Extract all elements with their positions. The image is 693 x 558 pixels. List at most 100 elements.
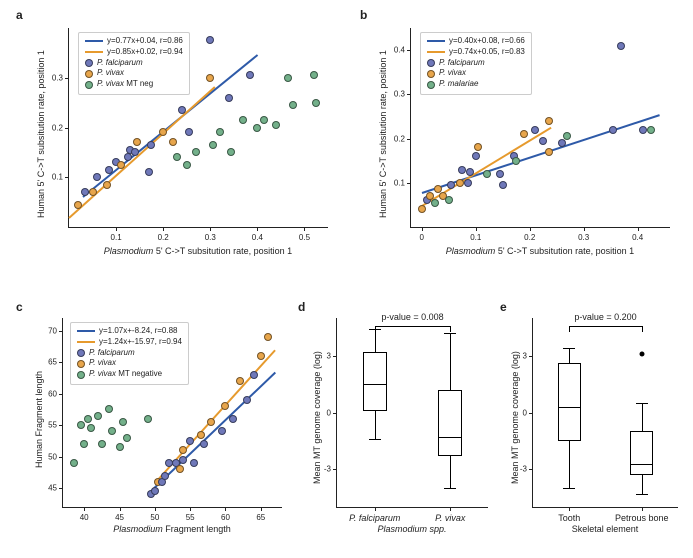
scatter-point: [531, 126, 539, 134]
scatter-point: [221, 402, 229, 410]
legend-series-entry: P. vivax: [85, 68, 183, 79]
scatter-point: [133, 138, 141, 146]
xtick-label: 55: [186, 513, 195, 522]
scatter-point: [192, 148, 200, 156]
scatter-point: [145, 168, 153, 176]
scatter-point: [520, 130, 528, 138]
panel-d-ylabel: Mean MT genome coverage (log): [312, 351, 322, 484]
xtick-label: 0.5: [299, 233, 310, 242]
legend-line-entry: y=0.74x+0.05, r=0.83: [427, 47, 525, 58]
legend-series-entry: P. falciparum: [77, 348, 182, 359]
panel-b-ylabel: Human 5' C->T subsitution rate, position…: [378, 50, 388, 218]
xtick-label: 0.3: [578, 233, 589, 242]
panel-a-legend: y=0.77x+0.04, r=0.86y=0.85x+0.02, r=0.94…: [78, 32, 190, 95]
legend-line-entry: y=0.77x+0.04, r=0.86: [85, 36, 183, 47]
scatter-point: [563, 132, 571, 140]
panel-d-xlabel: Plasmodium spp.: [336, 524, 488, 534]
scatter-point: [418, 205, 426, 213]
scatter-point: [545, 117, 553, 125]
scatter-point: [253, 124, 261, 132]
legend-series-entry: P. malariae: [427, 79, 525, 90]
legend-series-entry: P. falciparum: [427, 58, 525, 69]
legend-line-entry: y=1.07x+-8.24, r=0.88: [77, 326, 182, 337]
scatter-point: [123, 434, 131, 442]
scatter-point: [250, 371, 258, 379]
scatter-point: [236, 377, 244, 385]
scatter-point: [483, 170, 491, 178]
xtick-label: 45: [115, 513, 124, 522]
scatter-point: [151, 487, 159, 495]
scatter-point: [173, 153, 181, 161]
panel-b: 00.10.20.30.40.10.20.30.4 Human 5' C->T …: [362, 18, 682, 268]
panel-e-plot: -303ToothPetrous bonep-value = 0.200: [532, 318, 678, 508]
scatter-point: [496, 170, 504, 178]
scatter-point: [117, 161, 125, 169]
box: [363, 352, 387, 411]
panel-a-ylabel: Human 5' C->T subsitution rate, position…: [36, 50, 46, 218]
legend-line-entry: y=0.40x+0.08, r=0.66: [427, 36, 525, 47]
scatter-point: [119, 418, 127, 426]
category-label: P. falciparum: [349, 513, 400, 523]
scatter-point: [80, 440, 88, 448]
scatter-point: [431, 199, 439, 207]
scatter-point: [161, 472, 169, 480]
scatter-point: [246, 71, 254, 79]
scatter-point: [169, 138, 177, 146]
xtick-label: 40: [80, 513, 89, 522]
scatter-point: [474, 143, 482, 151]
scatter-point: [458, 166, 466, 174]
outlier-point: [639, 351, 644, 356]
xtick-label: 0.4: [632, 233, 643, 242]
scatter-point: [512, 157, 520, 165]
panel-e: -303ToothPetrous bonep-value = 0.200 Mea…: [502, 308, 686, 544]
scatter-point: [445, 196, 453, 204]
scatter-point: [609, 126, 617, 134]
category-label: Petrous bone: [615, 513, 669, 523]
scatter-point: [639, 126, 647, 134]
scatter-point: [539, 137, 547, 145]
scatter-point: [243, 396, 251, 404]
ytick-label: 70: [35, 326, 57, 335]
scatter-point: [310, 71, 318, 79]
scatter-point: [144, 415, 152, 423]
xtick-label: 0.1: [470, 233, 481, 242]
scatter-point: [472, 152, 480, 160]
scatter-point: [89, 188, 97, 196]
legend-line-entry: y=1.24x+-15.97, r=0.94: [77, 337, 182, 348]
scatter-point: [103, 181, 111, 189]
scatter-point: [93, 173, 101, 181]
scatter-point: [185, 128, 193, 136]
scatter-point: [558, 139, 566, 147]
panel-c-legend: y=1.07x+-8.24, r=0.88y=1.24x+-15.97, r=0…: [70, 322, 189, 385]
scatter-point: [87, 424, 95, 432]
scatter-point: [178, 106, 186, 114]
scatter-point: [206, 36, 214, 44]
legend-series-entry: P. vivax MT negative: [77, 369, 182, 380]
legend-series-entry: P. vivax MT neg: [85, 79, 183, 90]
scatter-point: [647, 126, 655, 134]
scatter-point: [131, 148, 139, 156]
xtick-label: 0.4: [252, 233, 263, 242]
box: [630, 431, 653, 474]
scatter-point: [84, 415, 92, 423]
scatter-point: [260, 116, 268, 124]
legend-series-entry: P. falciparum: [85, 58, 183, 69]
scatter-point: [159, 128, 167, 136]
panel-c-xlabel: Plasmodium Fragment length: [62, 524, 282, 534]
xtick-label: 60: [221, 513, 230, 522]
xtick-label: 0.2: [524, 233, 535, 242]
panel-e-xlabel: Skeletal element: [532, 524, 678, 534]
xtick-label: 65: [256, 513, 265, 522]
scatter-point: [186, 437, 194, 445]
box: [558, 363, 581, 440]
panel-b-legend: y=0.40x+0.08, r=0.66y=0.74x+0.05, r=0.83…: [420, 32, 532, 95]
category-label: Tooth: [558, 513, 580, 523]
scatter-point: [179, 456, 187, 464]
scatter-point: [105, 166, 113, 174]
scatter-point: [464, 179, 472, 187]
scatter-point: [227, 148, 235, 156]
pvalue-label: p-value = 0.008: [381, 312, 443, 322]
scatter-point: [225, 94, 233, 102]
scatter-point: [272, 121, 280, 129]
scatter-point: [209, 141, 217, 149]
